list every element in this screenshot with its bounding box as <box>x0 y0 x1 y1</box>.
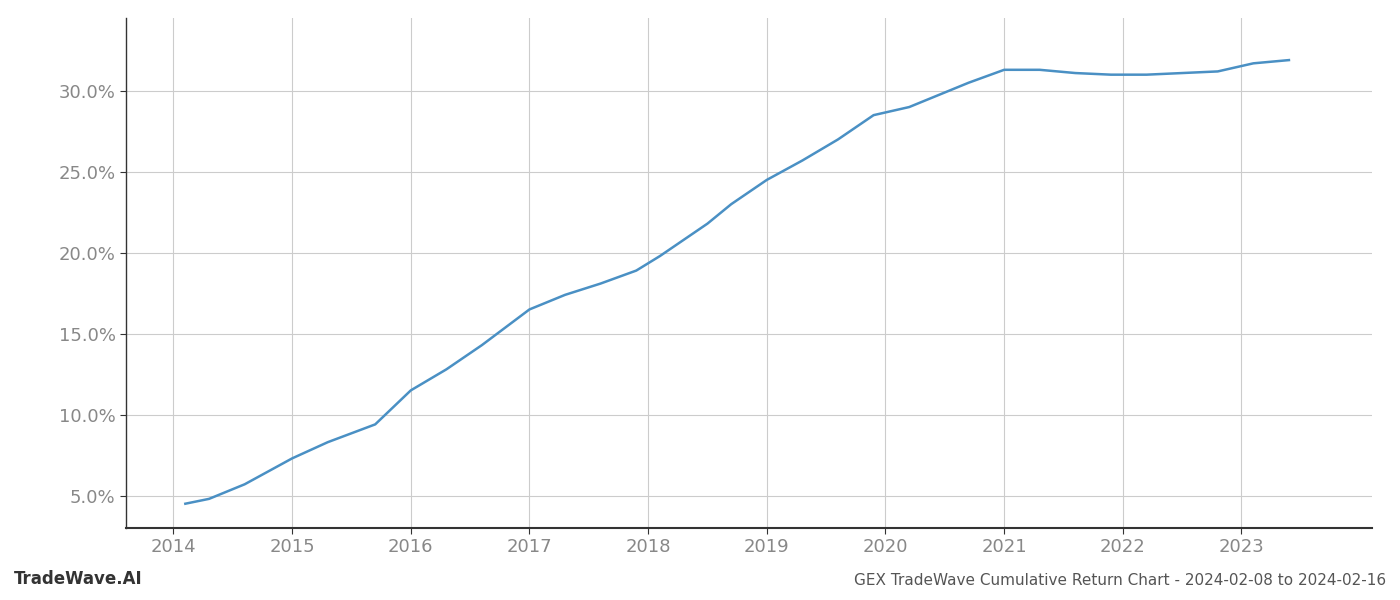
Text: TradeWave.AI: TradeWave.AI <box>14 570 143 588</box>
Text: GEX TradeWave Cumulative Return Chart - 2024-02-08 to 2024-02-16: GEX TradeWave Cumulative Return Chart - … <box>854 573 1386 588</box>
